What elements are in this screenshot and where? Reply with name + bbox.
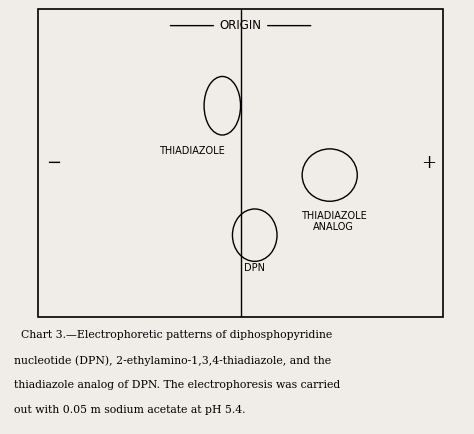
- Text: nucleotide (DPN), 2-ethylamino-1,3,4-thiadiazole, and the: nucleotide (DPN), 2-ethylamino-1,3,4-thi…: [14, 355, 331, 365]
- Text: out with 0.05 m sodium acetate at pH 5.4.: out with 0.05 m sodium acetate at pH 5.4…: [14, 404, 246, 414]
- Text: ORIGIN: ORIGIN: [219, 19, 262, 32]
- Text: thiadiazole analog of DPN. The electrophoresis was carried: thiadiazole analog of DPN. The electroph…: [14, 380, 340, 390]
- Text: THIADIAZOLE
ANALOG: THIADIAZOLE ANALOG: [301, 210, 367, 232]
- Text: +: +: [421, 154, 437, 172]
- Text: −: −: [46, 154, 62, 172]
- Text: Chart 3.—Electrophoretic patterns of diphosphopyridine: Chart 3.—Electrophoretic patterns of dip…: [14, 330, 332, 340]
- Text: THIADIAZOLE: THIADIAZOLE: [159, 146, 225, 156]
- Text: DPN: DPN: [244, 263, 265, 273]
